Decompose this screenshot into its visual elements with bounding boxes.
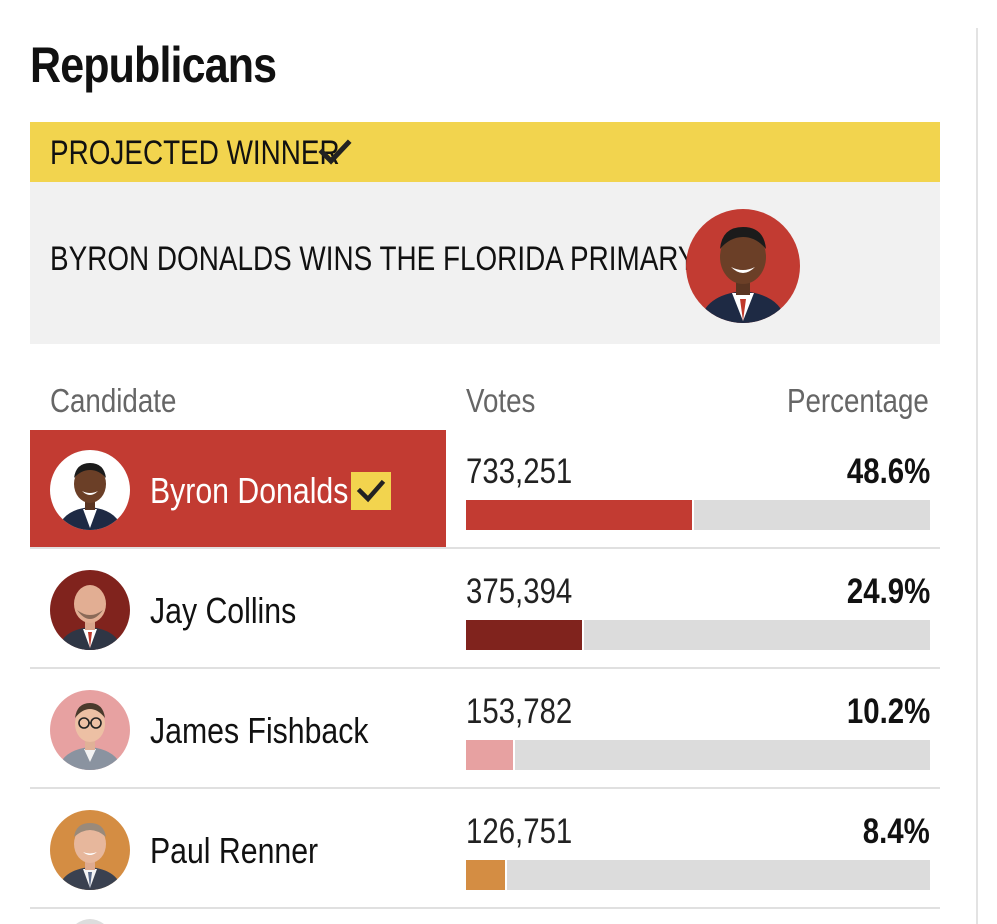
votes-column-header: Votes xyxy=(466,382,536,419)
avatar xyxy=(50,570,130,650)
winner-avatar xyxy=(686,209,800,323)
table-row: Paul Renner 126,751 8.4% xyxy=(30,790,940,909)
candidate-cell: Byron Donalds xyxy=(30,430,446,548)
candidate-cell: Paul Renner xyxy=(30,790,446,908)
candidate-name: Byron Donalds xyxy=(150,470,349,511)
projected-winner-label: PROJECTED WINNER xyxy=(50,134,340,172)
winner-check-icon xyxy=(351,472,391,510)
table-row: Jay Collins 375,394 24.9% xyxy=(30,550,940,669)
row-divider xyxy=(30,787,940,789)
vote-share-bar-fill xyxy=(466,620,584,650)
page-title: Republicans xyxy=(30,37,277,93)
table-row: Byron Donalds 733,251 48.6% xyxy=(30,430,940,549)
candidate-column-header: Candidate xyxy=(50,382,177,419)
row-divider xyxy=(30,547,940,549)
vote-percentage: 24.9% xyxy=(846,572,930,611)
candidate-cell: Jay Collins xyxy=(30,550,446,668)
vote-share-bar xyxy=(466,500,930,530)
vote-share-bar-fill xyxy=(466,500,694,530)
vote-percentage: 8.4% xyxy=(862,812,930,851)
row-divider xyxy=(30,667,940,669)
projected-winner-banner: PROJECTED WINNER xyxy=(30,122,940,182)
vote-share-bar xyxy=(466,620,930,650)
candidate-name: Jay Collins xyxy=(150,590,297,631)
avatar xyxy=(50,690,130,770)
row-divider xyxy=(30,907,940,909)
vote-percentage: 48.6% xyxy=(846,452,930,491)
percentage-column-header: Percentage xyxy=(787,382,929,419)
winner-announcement-text: BYRON DONALDS WINS THE FLORIDA PRIMARY xyxy=(50,240,697,278)
vote-share-bar xyxy=(466,740,930,770)
vote-count: 153,782 xyxy=(466,692,573,731)
vote-count: 375,394 xyxy=(466,572,573,611)
vote-share-bar-fill xyxy=(466,740,516,770)
next-avatar-partial xyxy=(76,919,104,924)
check-icon xyxy=(318,139,352,165)
panel-divider xyxy=(976,28,978,924)
candidate-name: Paul Renner xyxy=(150,830,319,871)
vote-share-bar xyxy=(466,860,930,890)
table-row: James Fishback 153,782 10.2% xyxy=(30,670,940,789)
avatar xyxy=(50,810,130,890)
candidate-cell: James Fishback xyxy=(30,670,446,788)
avatar xyxy=(50,450,130,530)
vote-count: 126,751 xyxy=(466,812,573,851)
candidate-name: James Fishback xyxy=(150,710,369,751)
vote-count: 733,251 xyxy=(466,452,573,491)
vote-share-bar-fill xyxy=(466,860,507,890)
winner-announcement: BYRON DONALDS WINS THE FLORIDA PRIMARY xyxy=(30,182,940,344)
vote-percentage: 10.2% xyxy=(846,692,930,731)
